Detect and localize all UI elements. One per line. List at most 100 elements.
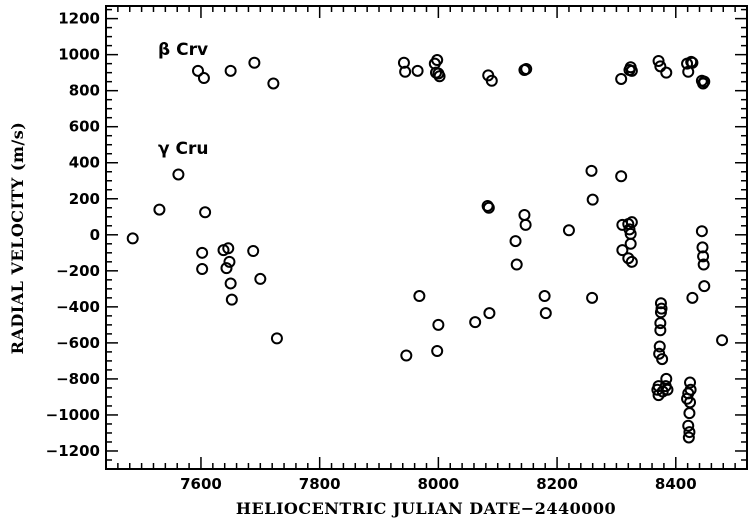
data-point <box>483 307 496 320</box>
data-point <box>682 431 695 444</box>
annotation-gamma-cru: γ Cru <box>158 139 208 159</box>
data-point <box>616 244 629 257</box>
data-point <box>654 317 667 330</box>
data-point <box>413 290 426 303</box>
x-tick-label: 8400 <box>655 475 697 493</box>
data-point <box>660 372 673 385</box>
y-tick-label: 1000 <box>58 46 100 64</box>
y-tick-label: 200 <box>69 190 100 208</box>
data-point <box>660 66 673 79</box>
x-tick-label: 7600 <box>180 475 222 493</box>
data-point <box>698 280 711 293</box>
data-point <box>538 290 551 303</box>
data-point <box>469 316 482 329</box>
data-point <box>520 63 533 76</box>
data-point <box>126 232 139 245</box>
x-tick-label: 8000 <box>417 475 459 493</box>
data-point <box>433 70 446 83</box>
data-point <box>199 206 212 219</box>
series-0 <box>191 54 711 90</box>
data-point <box>622 252 635 265</box>
y-tick-label: −800 <box>56 370 100 388</box>
data-point <box>624 237 637 250</box>
data-point <box>615 170 628 183</box>
y-axis-title: RADIAL VELOCITY (m/s) <box>8 122 27 355</box>
y-tick-label: −400 <box>56 298 100 316</box>
series-1 <box>126 164 729 444</box>
y-tick-label: 0 <box>90 226 100 244</box>
data-point <box>684 396 697 409</box>
data-point <box>562 224 575 237</box>
data-point <box>248 56 261 69</box>
data-point <box>653 340 666 353</box>
data-point <box>682 419 695 432</box>
data-point <box>400 349 413 362</box>
data-point <box>222 242 235 255</box>
y-tick-label: 400 <box>69 154 100 172</box>
data-point <box>686 291 699 304</box>
data-point <box>197 72 210 85</box>
data-point <box>431 344 444 357</box>
data-point <box>656 353 669 366</box>
data-point <box>654 297 667 310</box>
y-tick-label: −1200 <box>46 442 100 460</box>
data-point <box>223 255 236 268</box>
data-point <box>191 64 204 77</box>
data-point <box>625 255 638 268</box>
data-point <box>247 245 260 258</box>
data-point <box>509 235 522 248</box>
data-point <box>153 203 166 216</box>
data-point <box>625 216 638 229</box>
data-point <box>539 307 552 320</box>
y-tick-label: 1200 <box>58 10 100 28</box>
data-point <box>684 383 697 396</box>
data-point <box>697 258 710 271</box>
data-point <box>585 164 598 177</box>
data-point <box>518 208 531 221</box>
data-point <box>655 302 668 315</box>
y-tick-label: 800 <box>69 82 100 100</box>
x-tick-label: 8200 <box>536 475 578 493</box>
data-points <box>126 54 729 444</box>
data-point <box>431 54 444 67</box>
data-point <box>697 250 710 263</box>
data-point <box>224 277 237 290</box>
axis-ticks <box>106 6 748 470</box>
y-tick-label: 600 <box>69 118 100 136</box>
y-tick-label: −200 <box>56 262 100 280</box>
plot-frame <box>105 5 748 470</box>
data-point <box>684 376 697 389</box>
data-point <box>698 75 711 88</box>
data-point <box>225 293 238 306</box>
data-point <box>624 61 637 74</box>
data-point <box>716 334 729 347</box>
data-point <box>482 201 495 214</box>
data-point <box>432 318 445 331</box>
data-point <box>519 218 532 231</box>
data-point <box>411 64 424 77</box>
y-tick-label: −600 <box>56 334 100 352</box>
data-point <box>683 407 696 420</box>
data-point <box>686 56 699 69</box>
data-point <box>683 426 696 439</box>
data-point <box>196 263 209 276</box>
data-point <box>399 65 412 78</box>
data-point <box>196 246 209 259</box>
tick-labels: 7600 7800 8000 8200 8400−1200−1000−800−600−4… <box>46 10 697 493</box>
data-point <box>254 272 267 285</box>
annotation-beta-crv: β Crv <box>158 40 208 60</box>
x-axis-title: HELIOCENTRIC JULIAN DATE−2440000 <box>236 499 616 518</box>
data-point <box>267 77 280 90</box>
x-tick-label: 7800 <box>299 475 341 493</box>
data-point <box>485 74 498 87</box>
data-point <box>224 64 237 77</box>
data-point <box>586 291 599 304</box>
y-tick-label: −1000 <box>46 406 100 424</box>
data-point <box>695 225 708 238</box>
data-point <box>220 262 233 275</box>
data-point <box>586 193 599 206</box>
data-point <box>510 258 523 271</box>
data-point <box>172 168 185 181</box>
data-point <box>661 383 674 396</box>
